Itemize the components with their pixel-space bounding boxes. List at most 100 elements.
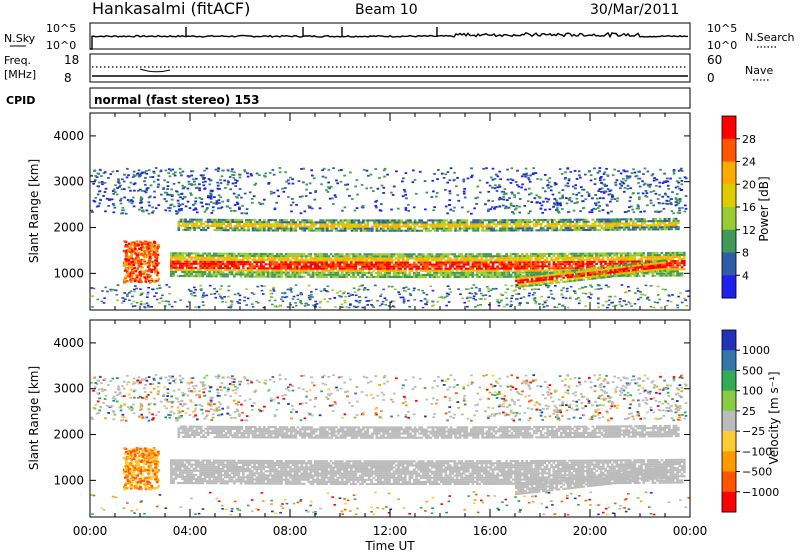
power-cell (534, 265, 538, 268)
power-cell (552, 263, 556, 266)
power-cell (549, 185, 553, 188)
power-cell (305, 225, 309, 228)
power-cell (518, 269, 522, 272)
power-cell (471, 273, 475, 276)
power-cell (197, 218, 201, 221)
power-cell (281, 219, 284, 222)
power-cell (634, 228, 637, 231)
power-cell (368, 267, 371, 270)
power-cell (597, 254, 601, 257)
power-cell (537, 273, 541, 276)
power-cell (230, 265, 234, 268)
power-cell (464, 255, 468, 258)
power-cell (246, 273, 250, 276)
power-cell (180, 174, 183, 177)
power-cell (547, 198, 551, 201)
power-cell (418, 229, 421, 232)
power-cell (379, 269, 382, 272)
power-cell (624, 256, 628, 259)
power-cell (257, 267, 261, 270)
power-cell (365, 275, 369, 279)
power-cell (613, 254, 616, 257)
power-cell (301, 225, 304, 228)
power-cell (662, 274, 666, 277)
power-cell (624, 179, 628, 182)
power-cell (678, 177, 682, 180)
power-cell (374, 204, 378, 207)
power-cell (93, 200, 97, 203)
power-cell (593, 271, 597, 274)
power-cell (566, 229, 570, 232)
power-cell (521, 261, 524, 264)
power-cell (629, 224, 633, 227)
power-cell (623, 226, 626, 229)
power-cell (401, 271, 405, 274)
power-cell (603, 185, 607, 187)
power-cell (120, 212, 123, 215)
power-cell (300, 275, 304, 278)
power-cell (591, 277, 595, 280)
power-cell (652, 226, 655, 229)
power-cell (602, 218, 606, 221)
power-cell (213, 196, 216, 199)
power-cell (424, 269, 427, 272)
power-cell (660, 256, 664, 259)
power-cell (627, 271, 631, 274)
power-cell (347, 269, 351, 272)
power-cell (539, 277, 543, 280)
power-cell (399, 267, 403, 270)
power-cell (587, 278, 590, 281)
power-cell (219, 273, 223, 276)
power-cell (577, 260, 580, 264)
power-cell (211, 222, 214, 225)
power-cell (174, 268, 178, 271)
power-cell (546, 274, 550, 277)
power-cell (431, 263, 434, 266)
power-cell (451, 253, 454, 256)
power-cell (417, 271, 421, 274)
power-cell (471, 265, 475, 268)
power-cell (408, 273, 412, 276)
power-cell (534, 269, 538, 272)
power-cell (140, 206, 144, 209)
power-cell (546, 282, 550, 285)
power-cell (183, 196, 187, 199)
power-cell (235, 195, 238, 198)
power-cell (343, 273, 346, 276)
power-cell (561, 208, 564, 210)
power-cell (602, 220, 606, 223)
power-cell (449, 271, 452, 274)
power-cell (570, 252, 574, 255)
power-cell (616, 272, 619, 275)
power-cell (96, 185, 100, 188)
power-cell (593, 256, 596, 259)
power-cell (617, 262, 621, 265)
power-cell (317, 221, 320, 224)
power-cell (386, 263, 389, 266)
power-cell (509, 178, 513, 181)
power-cell (471, 261, 475, 264)
power-cell (167, 206, 170, 209)
power-cell (656, 268, 660, 271)
power-cell (647, 269, 651, 272)
power-cell (453, 253, 457, 256)
power-cell (461, 219, 464, 222)
power-cell (549, 189, 553, 192)
power-cell (514, 259, 517, 262)
power-cell (643, 182, 647, 185)
power-cell (176, 252, 180, 255)
power-cell (506, 219, 509, 222)
power-cell (535, 218, 538, 222)
power-cell (649, 254, 652, 257)
power-cell (205, 203, 208, 206)
power-cell (665, 217, 669, 220)
power-cell (596, 275, 599, 278)
power-cell (254, 229, 257, 232)
power-cell (392, 253, 396, 256)
power-cell (501, 229, 505, 232)
power-cell (357, 219, 361, 222)
power-cell (384, 219, 388, 222)
power-cell (455, 273, 459, 276)
power-cell (566, 267, 569, 270)
power-cell (668, 219, 671, 222)
